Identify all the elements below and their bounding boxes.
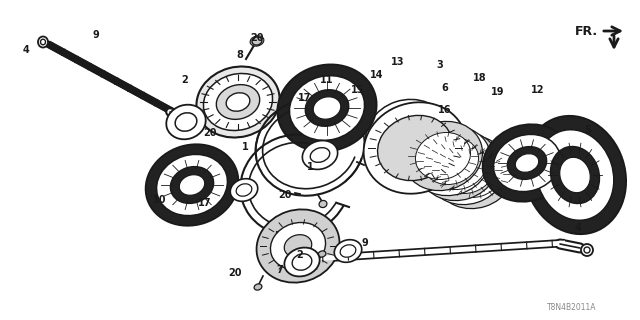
Text: T8N4B2011A: T8N4B2011A — [547, 302, 596, 311]
Text: 9: 9 — [362, 238, 369, 248]
Text: 17: 17 — [298, 93, 312, 103]
Ellipse shape — [378, 116, 452, 180]
Ellipse shape — [560, 157, 590, 193]
Text: 11: 11 — [320, 75, 333, 85]
Ellipse shape — [246, 140, 344, 230]
Ellipse shape — [483, 124, 572, 202]
Text: 13: 13 — [391, 57, 404, 67]
Ellipse shape — [431, 142, 486, 189]
Ellipse shape — [310, 148, 330, 162]
Ellipse shape — [420, 132, 499, 201]
Text: 12: 12 — [531, 85, 545, 95]
Ellipse shape — [289, 76, 365, 140]
Ellipse shape — [226, 93, 250, 111]
Ellipse shape — [581, 244, 593, 256]
Ellipse shape — [364, 102, 467, 194]
Ellipse shape — [536, 130, 614, 220]
Ellipse shape — [515, 154, 539, 172]
Ellipse shape — [277, 65, 376, 151]
Ellipse shape — [146, 144, 238, 226]
Ellipse shape — [412, 126, 490, 196]
Ellipse shape — [318, 251, 326, 257]
Ellipse shape — [166, 105, 205, 139]
Ellipse shape — [584, 247, 590, 253]
Text: 20: 20 — [228, 268, 242, 278]
Ellipse shape — [428, 135, 506, 204]
Ellipse shape — [334, 240, 362, 262]
Text: 8: 8 — [237, 50, 243, 60]
Ellipse shape — [250, 36, 264, 46]
Ellipse shape — [440, 147, 495, 194]
Ellipse shape — [179, 175, 205, 195]
Text: 3: 3 — [436, 60, 444, 70]
Ellipse shape — [254, 284, 262, 290]
Text: 20: 20 — [250, 33, 264, 43]
Ellipse shape — [436, 140, 515, 209]
Ellipse shape — [262, 105, 357, 189]
Ellipse shape — [157, 154, 227, 216]
Ellipse shape — [257, 209, 339, 283]
Ellipse shape — [319, 200, 327, 208]
Ellipse shape — [302, 140, 338, 169]
Ellipse shape — [230, 179, 258, 201]
Ellipse shape — [204, 74, 273, 131]
Text: 7: 7 — [276, 265, 284, 275]
Ellipse shape — [447, 150, 502, 197]
Ellipse shape — [252, 37, 262, 45]
Text: FR.: FR. — [575, 25, 598, 37]
Text: 4: 4 — [575, 223, 581, 233]
Ellipse shape — [196, 67, 280, 138]
Text: 1: 1 — [307, 162, 314, 172]
Text: 18: 18 — [473, 73, 487, 83]
Ellipse shape — [216, 84, 260, 119]
Text: 14: 14 — [371, 70, 384, 80]
Ellipse shape — [424, 138, 479, 185]
Ellipse shape — [365, 100, 449, 172]
Text: 19: 19 — [492, 87, 505, 97]
Ellipse shape — [40, 39, 45, 45]
Text: 17: 17 — [198, 198, 212, 208]
Text: 2: 2 — [182, 75, 188, 85]
Ellipse shape — [404, 121, 483, 191]
Text: 6: 6 — [442, 83, 449, 93]
Ellipse shape — [175, 113, 197, 131]
Ellipse shape — [255, 98, 364, 196]
Ellipse shape — [508, 147, 547, 180]
Ellipse shape — [493, 134, 561, 192]
Ellipse shape — [340, 245, 356, 257]
Ellipse shape — [284, 248, 319, 276]
Text: 5: 5 — [584, 125, 591, 135]
Text: 20: 20 — [278, 190, 292, 200]
Ellipse shape — [305, 90, 349, 126]
Text: 16: 16 — [438, 105, 452, 115]
Ellipse shape — [271, 222, 326, 269]
Ellipse shape — [170, 167, 214, 204]
Text: 9: 9 — [93, 30, 99, 40]
Text: 1: 1 — [242, 142, 248, 152]
Ellipse shape — [415, 132, 470, 180]
Ellipse shape — [524, 116, 626, 234]
Text: 20: 20 — [204, 128, 217, 138]
Ellipse shape — [313, 97, 341, 119]
Ellipse shape — [284, 235, 312, 257]
Text: 10: 10 — [153, 195, 167, 205]
Ellipse shape — [38, 36, 48, 47]
Ellipse shape — [550, 147, 600, 204]
Text: 15: 15 — [351, 85, 365, 95]
Ellipse shape — [236, 184, 252, 196]
Ellipse shape — [292, 254, 312, 270]
Text: 4: 4 — [22, 45, 29, 55]
Text: 2: 2 — [296, 250, 303, 260]
